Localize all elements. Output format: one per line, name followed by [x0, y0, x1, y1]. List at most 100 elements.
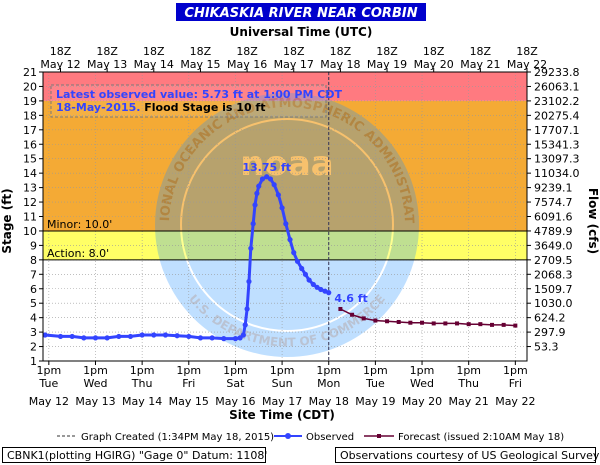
site-tick-day: Fri	[509, 377, 522, 390]
site-tick-time: 1pm	[503, 364, 528, 377]
observed-point	[232, 336, 239, 342]
site-tick-day: Fri	[182, 377, 195, 390]
latest-value-box: Latest observed value: 5.73 ft at 1:00 P…	[50, 84, 342, 118]
stage-tick-label: 9	[30, 239, 37, 252]
flow-tick-label: 1030.0	[534, 297, 573, 310]
site-tick-day: Tue	[38, 377, 58, 390]
site-tick-time: 1pm	[410, 364, 435, 377]
stage-band	[43, 230, 527, 260]
threshold-label-minor: Minor: 10.0'	[47, 218, 112, 231]
observed-point	[186, 333, 192, 340]
site-tick-date: May 21	[449, 395, 489, 408]
site-tick-day: Mon	[317, 377, 340, 390]
site-tick-day: Thu	[457, 377, 479, 390]
stage-axis-label: Stage (ft)	[0, 188, 14, 253]
observed-point	[240, 332, 246, 338]
forecast-point	[466, 322, 471, 327]
legend-forecast: Forecast (issued 2:10AM May 18)	[398, 432, 564, 443]
utc-tick-date: May 15	[180, 58, 220, 71]
utc-tick-date: May 22	[507, 58, 547, 71]
site-tick-day: Wed	[83, 377, 107, 390]
flow-tick-label: 11034.0	[534, 167, 580, 180]
forecast-start-label: 4.6 ft	[334, 292, 367, 305]
observed-point	[250, 221, 256, 227]
utc-tick-hour: 18Z	[50, 45, 72, 58]
forecast-point	[478, 322, 483, 327]
observed-point	[151, 332, 157, 338]
observed-point	[256, 183, 262, 189]
observed-point	[242, 322, 248, 328]
credit-text: Observations courtesy of US Geological S…	[340, 449, 600, 462]
flow-tick-label: 2068.3	[534, 268, 573, 281]
forecast-point	[455, 321, 460, 326]
forecast-point	[373, 318, 378, 323]
site-tick-date: May 20	[402, 395, 442, 408]
observed-point	[271, 182, 277, 188]
legend-forecast-marker	[377, 434, 381, 438]
stage-tick-label: 2	[30, 341, 37, 354]
site-tick-time: 1pm	[223, 364, 248, 377]
stage-tick-label: 12	[23, 196, 37, 209]
observed-point	[248, 245, 254, 251]
latest-value-date: 18-May-2015.	[56, 101, 140, 114]
stage-tick-label: 10	[23, 225, 37, 238]
site-tick-time: 1pm	[363, 364, 388, 377]
observed-point	[291, 250, 297, 256]
stage-tick-label: 11	[23, 211, 37, 224]
stage-tick-label: 15	[23, 153, 37, 166]
stage-tick-label: 4	[30, 312, 37, 325]
peak-label: 13.75 ft	[242, 161, 291, 174]
chart-title: CHIKASKIA RIVER NEAR CORBIN	[184, 6, 417, 21]
site-tick-time: 1pm	[83, 364, 108, 377]
site-tick-date: May 15	[169, 395, 209, 408]
stage-tick-label: 18	[23, 109, 37, 122]
utc-tick-hour: 18Z	[376, 45, 398, 58]
forecast-point	[490, 322, 495, 327]
stage-tick-label: 16	[23, 138, 37, 151]
legend-created: Graph Created (1:34PM May 18, 2015)	[81, 432, 274, 443]
utc-tick-date: May 17	[274, 58, 314, 71]
observed-point	[197, 335, 204, 341]
site-tick-time: 1pm	[36, 364, 61, 377]
latest-value-line2: 18-May-2015. Flood Stage is 10 ft	[56, 101, 265, 114]
legend-observed: Observed	[306, 432, 354, 443]
stage-tick-label: 5	[30, 297, 37, 310]
observed-point	[310, 281, 316, 288]
flow-tick-label: 2709.5	[534, 254, 573, 267]
site-tick-day: Thu	[131, 377, 153, 390]
stage-tick-label: 8	[30, 254, 37, 267]
flow-tick-label: 9239.1	[534, 182, 573, 195]
flow-tick-label: 26063.1	[534, 80, 580, 93]
flow-tick-label: 29233.8	[534, 66, 580, 79]
gage-datum-box: CBNK1(plotting HGIRG) "Gage 0" Datum: 11…	[2, 447, 267, 463]
utc-tick-hour: 18Z	[236, 45, 258, 58]
utc-tick-date: May 16	[227, 58, 267, 71]
stage-tick-label: 20	[23, 80, 37, 93]
stage-tick-label: 17	[23, 124, 37, 137]
utc-tick-hour: 18Z	[190, 45, 212, 58]
forecast-series	[338, 306, 518, 328]
observed-point	[209, 335, 215, 341]
forecast-point	[350, 312, 355, 317]
utc-tick-date: May 12	[40, 58, 80, 71]
site-tick-date: May 22	[495, 395, 535, 408]
observed-series	[42, 174, 332, 342]
observed-point	[254, 190, 260, 196]
site-tick-date: May 18	[309, 395, 349, 408]
forecast-line	[340, 308, 516, 327]
observed-point	[279, 205, 285, 211]
flood-stage-bands	[43, 72, 527, 361]
observed-point	[259, 176, 266, 182]
forecast-point	[443, 321, 448, 326]
forecast-point	[396, 319, 401, 324]
legend-observed-marker	[285, 433, 291, 439]
observed-point	[81, 335, 87, 341]
flow-tick-label: 297.9	[534, 326, 566, 339]
flow-tick-label: 17707.1	[534, 124, 580, 137]
observed-point	[283, 221, 289, 227]
site-tick-day: Tue	[365, 377, 385, 390]
credit-box: Observations courtesy of US Geological S…	[335, 447, 600, 463]
site-tick-date: May 13	[75, 395, 115, 408]
